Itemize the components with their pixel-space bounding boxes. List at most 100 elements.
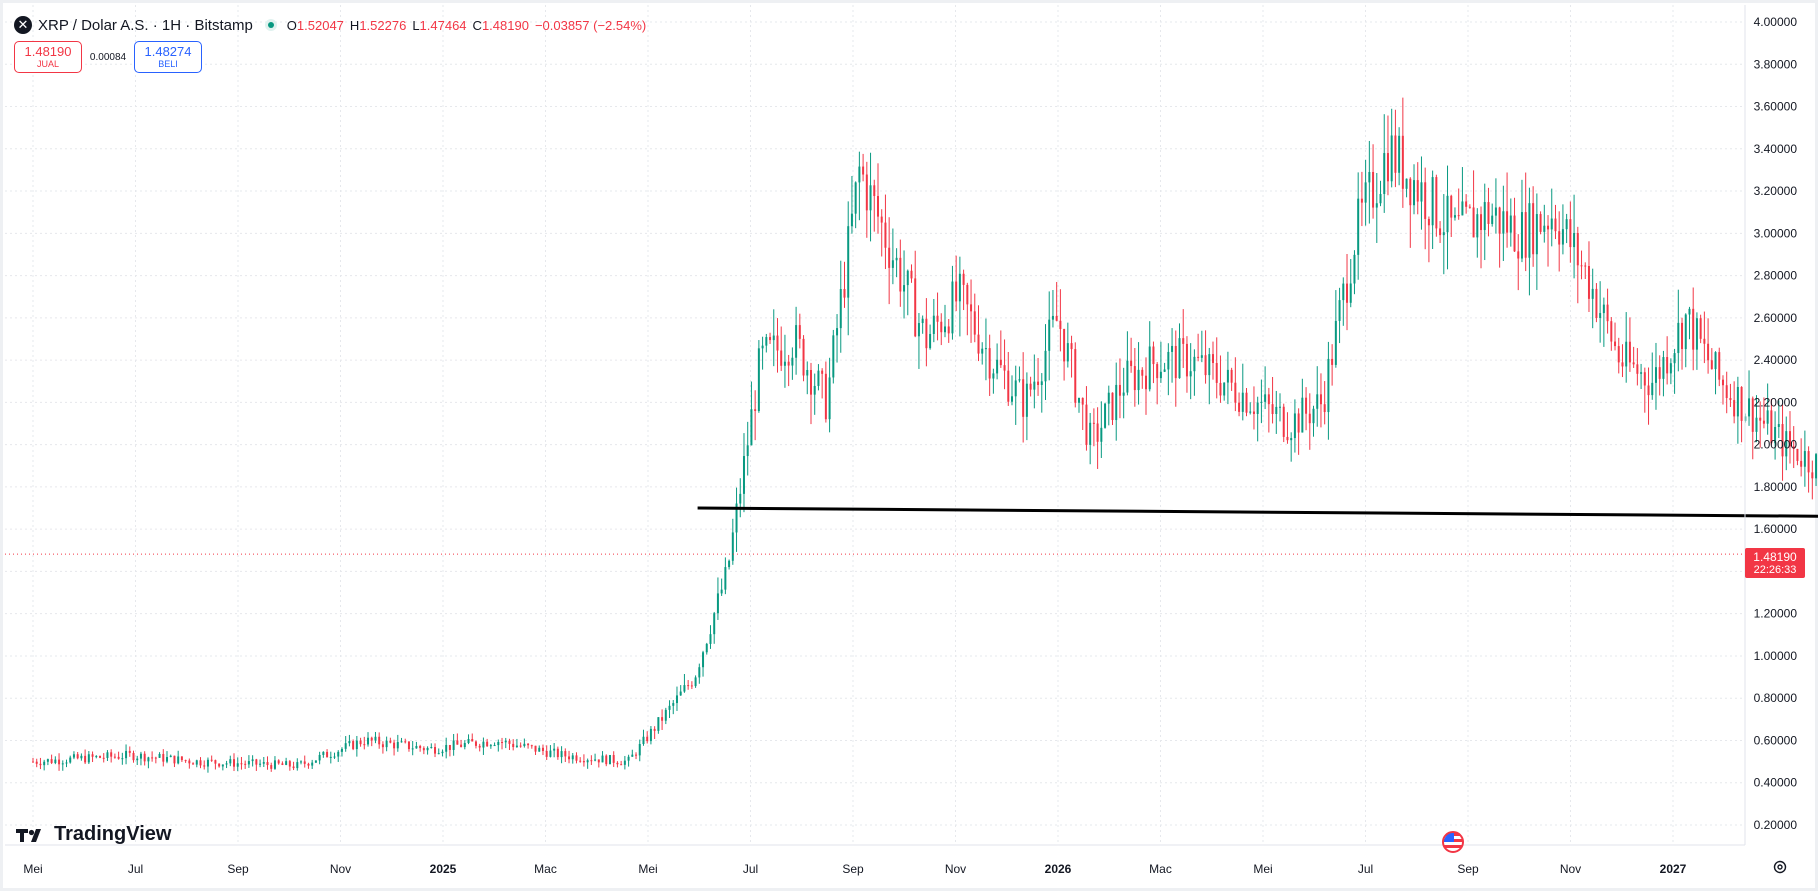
candle-body: [125, 750, 128, 759]
gear-icon[interactable]: [1772, 859, 1788, 875]
sell-button[interactable]: 1.48190 JUAL: [14, 41, 82, 73]
candle-body: [612, 755, 615, 763]
candle-body: [244, 763, 247, 765]
candle-body: [266, 762, 269, 766]
candle-body: [582, 761, 585, 763]
candle-body: [661, 717, 664, 721]
candle-body: [854, 182, 857, 214]
candle-body: [1353, 254, 1356, 284]
candle-body: [1558, 231, 1561, 245]
candle-body: [549, 750, 552, 757]
candle-body: [977, 334, 980, 354]
candle-body: [702, 652, 705, 668]
candle-body: [888, 247, 891, 268]
trendline-layer[interactable]: [697, 506, 1818, 521]
candle-body: [1729, 398, 1732, 401]
candle-body: [1580, 265, 1583, 267]
candle-body: [795, 325, 798, 358]
candle-body: [906, 270, 909, 286]
symbol-title[interactable]: XRP / Dolar A.S. · 1H · Bitstamp: [38, 16, 253, 34]
candle-body: [527, 743, 530, 746]
candle-body: [772, 335, 775, 341]
candle-body: [1096, 423, 1099, 442]
candles: [32, 97, 1818, 773]
close-x-icon[interactable]: ✕: [14, 16, 32, 34]
candle-body: [1104, 403, 1107, 428]
candle-body: [1442, 232, 1445, 236]
buy-button[interactable]: 1.48274 BELI: [134, 41, 202, 73]
candle-body: [1323, 404, 1326, 413]
candle-body: [247, 761, 250, 765]
candle-body: [288, 761, 291, 767]
candle-body: [564, 751, 567, 757]
candle-body: [1271, 404, 1274, 415]
candle-body: [221, 764, 224, 767]
x-tick-label: Nov: [1560, 862, 1581, 876]
candle-body: [378, 736, 381, 745]
candle-body: [1602, 304, 1605, 314]
candle-body: [1197, 356, 1200, 358]
ohlc-low-value: 1.47464: [419, 17, 467, 33]
candle-body: [1152, 346, 1155, 365]
candle-body: [594, 759, 597, 761]
candle-body: [947, 326, 950, 334]
tradingview-logo[interactable]: TradingView: [16, 823, 171, 846]
candle-body: [300, 761, 303, 763]
y-tick-label: 0.80000: [1754, 691, 1798, 705]
candle-body: [445, 744, 448, 752]
candle-body: [876, 196, 879, 217]
candle-body: [1461, 201, 1464, 216]
market-status-icon[interactable]: [264, 19, 277, 31]
candle-body: [322, 751, 325, 755]
candle-body: [869, 185, 872, 211]
candle-body: [1792, 446, 1795, 449]
candle-body: [1457, 215, 1460, 217]
candle-body: [996, 359, 999, 374]
candle-body: [184, 760, 187, 762]
candle-body: [828, 377, 831, 420]
trendline[interactable]: [697, 506, 1818, 521]
candle-body: [501, 742, 504, 744]
candle-body: [1476, 214, 1479, 238]
candle-body: [76, 754, 79, 759]
candle-body: [731, 532, 734, 561]
candle-body: [1092, 422, 1095, 424]
candle-body: [530, 745, 533, 747]
candle-body: [1368, 172, 1371, 183]
candle-body: [1312, 408, 1315, 424]
candle-body: [832, 335, 835, 378]
candle-body: [1435, 177, 1438, 229]
candle-body: [1718, 352, 1721, 380]
candle-body: [672, 703, 675, 706]
buy-label: BELI: [158, 58, 178, 69]
candle-body: [579, 760, 582, 762]
candle-body: [1431, 177, 1434, 226]
candle-body: [1554, 218, 1557, 232]
candle-body: [1811, 472, 1814, 479]
x-tick-label: 2026: [1045, 862, 1072, 876]
candle-body: [259, 763, 262, 765]
y-tick-label: 3.40000: [1754, 142, 1798, 156]
candle-body: [627, 756, 630, 761]
candle-body: [553, 748, 556, 751]
time-axis[interactable]: Mei Jul Sep Nov 2025 Mac Mei Jul Sep Nov 2026 Mac Me…: [5, 844, 1745, 876]
candle-body: [1770, 410, 1773, 444]
candle-body: [765, 337, 768, 346]
us-flag-icon[interactable]: [1442, 831, 1464, 853]
candle-body: [1305, 397, 1308, 414]
candle-body: [1223, 382, 1226, 396]
candle-body: [1089, 422, 1092, 445]
x-tick-label: Mei: [23, 862, 42, 876]
candle-body: [932, 315, 935, 334]
candle-body: [236, 763, 239, 767]
candle-body: [1107, 392, 1110, 404]
candle-body: [1074, 349, 1077, 403]
candle-body: [65, 762, 68, 764]
candle-body: [709, 634, 712, 644]
candle-body: [1182, 338, 1185, 344]
logo-text: TradingView: [54, 823, 172, 845]
candle-body: [1587, 266, 1590, 299]
candle-body: [1085, 404, 1088, 445]
candle-body: [233, 759, 236, 767]
